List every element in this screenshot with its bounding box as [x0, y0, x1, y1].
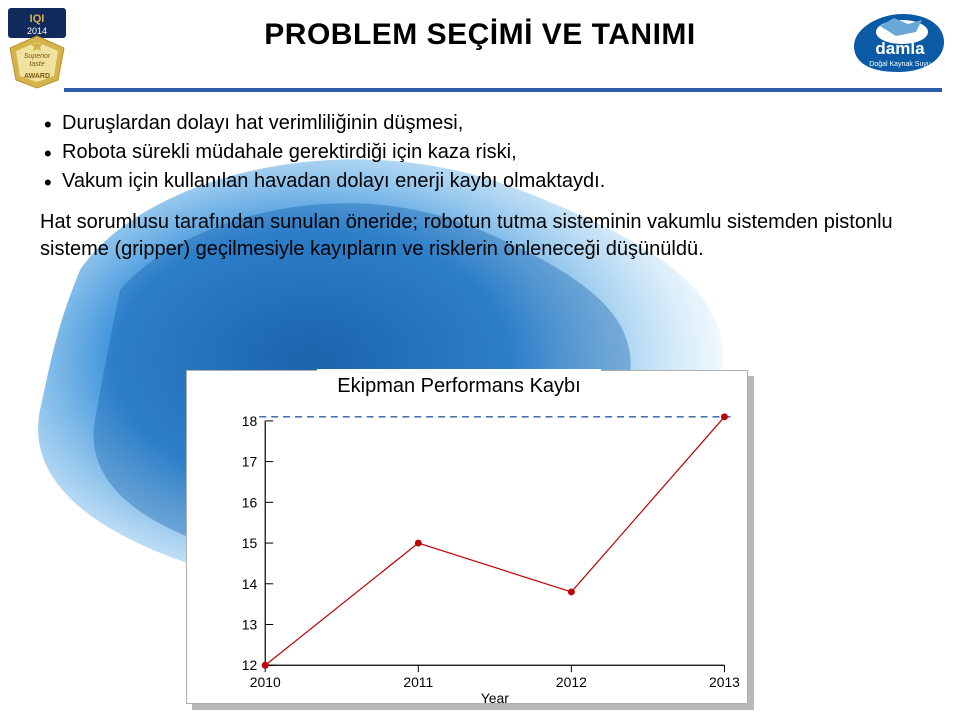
svg-text:17: 17 — [242, 454, 258, 470]
slide-title: PROBLEM SEÇİMİ VE TANIMI — [0, 18, 960, 52]
brand-logo: damla Doğal Kaynak Suyu — [850, 10, 946, 76]
header-underline — [64, 88, 942, 92]
svg-text:Year: Year — [481, 690, 509, 703]
bullet-text: Robota sürekli müdahale gerektirdiği içi… — [62, 141, 517, 163]
svg-text:2011: 2011 — [403, 674, 433, 690]
svg-text:2013: 2013 — [709, 674, 740, 690]
brand-name: damla — [875, 39, 925, 58]
list-item: Vakum için kullanılan havadan dolayı ene… — [40, 168, 920, 195]
svg-text:12: 12 — [242, 657, 258, 673]
award-bottom-label: AWARD — [24, 73, 50, 80]
bullet-text: Duruşlardan dolayı hat verimliliğinin dü… — [62, 112, 463, 134]
line-chart: 12 13 14 15 16 17 18 2010 2011 2012 2013 Year — [187, 371, 747, 703]
svg-text:16: 16 — [242, 494, 258, 510]
svg-text:Superior: Superior — [24, 53, 51, 60]
svg-text:18: 18 — [242, 413, 258, 429]
svg-text:taste: taste — [29, 61, 44, 68]
paragraph-text: Hat sorumlusu tarafından sunulan öneride… — [40, 209, 920, 263]
award-badge: IQI 2014 Superior taste AWARD — [6, 6, 68, 94]
content-area: Duruşlardan dolayı hat verimliliğinin dü… — [40, 110, 920, 263]
svg-text:15: 15 — [242, 535, 258, 551]
svg-text:2010: 2010 — [250, 674, 281, 690]
svg-text:14: 14 — [242, 576, 258, 592]
slide-header: PROBLEM SEÇİMİ VE TANIMI — [0, 18, 960, 52]
bullet-text: Vakum için kullanılan havadan dolayı ene… — [62, 170, 605, 192]
chart-container: Ekipman Performans Kaybı 121314151617182… — [186, 370, 748, 704]
award-year: 2014 — [27, 26, 47, 36]
bullet-list: Duruşlardan dolayı hat verimliliğinin dü… — [40, 110, 920, 195]
svg-text:2012: 2012 — [556, 674, 587, 690]
svg-text:13: 13 — [242, 616, 258, 632]
list-item: Robota sürekli müdahale gerektirdiği içi… — [40, 139, 920, 166]
list-item: Duruşlardan dolayı hat verimliliğinin dü… — [40, 110, 920, 137]
brand-tagline: Doğal Kaynak Suyu — [869, 61, 931, 68]
award-top-label: IQI — [30, 13, 45, 25]
